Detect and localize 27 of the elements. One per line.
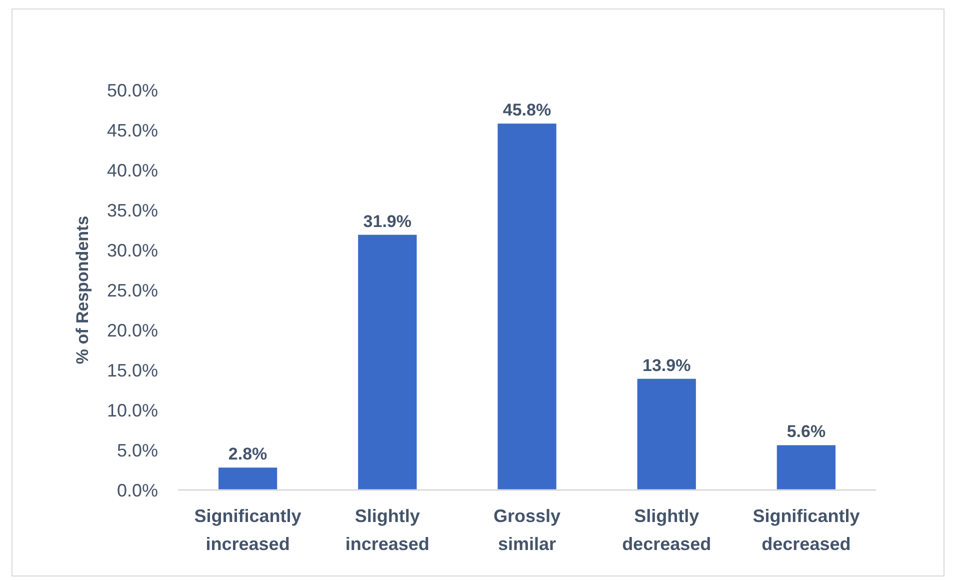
data-label: 31.9% bbox=[363, 212, 412, 231]
y-tick-label: 35.0% bbox=[106, 200, 158, 220]
bar bbox=[358, 234, 417, 490]
y-tick-label: 50.0% bbox=[106, 80, 158, 100]
data-label: 45.8% bbox=[502, 100, 552, 120]
x-tick-label: Significantly increased bbox=[194, 506, 302, 554]
x-tick-label: Slightly increased bbox=[345, 506, 430, 554]
bar bbox=[218, 468, 278, 490]
y-tick-label: 0.0% bbox=[116, 480, 158, 500]
x-tick-label: Significantly decreased bbox=[752, 506, 860, 554]
data-label: 2.8% bbox=[228, 444, 268, 464]
x-tick-label: Slightly decreased bbox=[622, 506, 712, 554]
bar bbox=[498, 124, 556, 490]
data-label: 5.6% bbox=[786, 422, 826, 442]
y-axis-title: % of Respondents bbox=[73, 216, 92, 364]
y-tick-label: 45.0% bbox=[106, 120, 158, 140]
y-tick-label: 10.0% bbox=[106, 400, 158, 420]
x-tick-label: Grossly similar bbox=[493, 506, 561, 554]
y-tick-label: 25.0% bbox=[106, 280, 158, 300]
bar bbox=[637, 378, 696, 490]
y-tick-label: 20.0% bbox=[106, 320, 158, 340]
y-tick-label: 30.0% bbox=[106, 240, 158, 260]
y-tick-label: 5.0% bbox=[116, 440, 158, 460]
y-tick-label: 40.0% bbox=[106, 160, 158, 180]
data-label: 13.9% bbox=[642, 356, 691, 375]
y-tick-label: 15.0% bbox=[106, 360, 158, 380]
bar bbox=[776, 445, 836, 490]
